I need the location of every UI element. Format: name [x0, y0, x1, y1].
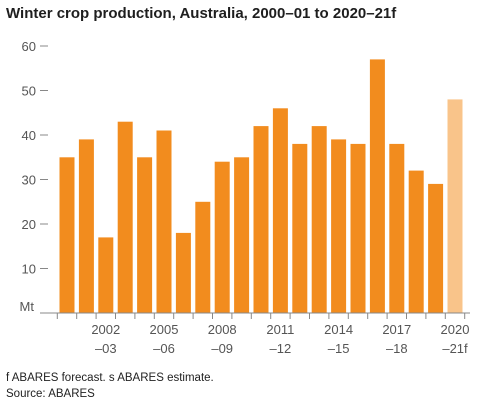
x-tick-label-sub: –12: [270, 341, 292, 356]
bar: [350, 143, 366, 313]
y-tick-label: 20: [22, 217, 36, 232]
x-tick-label: 2008: [208, 322, 237, 337]
bar: [292, 143, 308, 313]
bar: [389, 143, 405, 313]
bar: [117, 121, 133, 313]
x-tick-label: 2014: [324, 322, 353, 337]
bar: [272, 108, 288, 313]
y-tick-label: 50: [22, 84, 36, 99]
unit-label: Mt: [20, 299, 35, 314]
y-tick-label: 60: [22, 39, 36, 54]
bar: [331, 139, 347, 313]
x-tick-label-sub: –21f: [442, 341, 468, 356]
bar: [175, 232, 191, 313]
x-tick-label-sub: –03: [95, 341, 117, 356]
x-tick-label-sub: –06: [153, 341, 175, 356]
bar-forecast: [447, 99, 463, 314]
y-tick-label: 30: [22, 173, 36, 188]
bar: [369, 59, 385, 314]
x-axis: 2002 –03 2005 –06 2008 –09 2011 –12 2014 –15 2017 –…: [40, 312, 470, 356]
source-note: Source: ABARES: [6, 388, 95, 400]
bar: [195, 201, 211, 314]
bar: [408, 170, 424, 313]
bar: [234, 157, 250, 314]
bar: [253, 126, 269, 313]
bar: [137, 157, 153, 314]
footnote: f ABARES forecast. s ABARES estimate.: [6, 372, 214, 384]
x-tick-label: 2002: [91, 322, 120, 337]
x-tick-label: 2005: [150, 322, 179, 337]
bar: [311, 126, 327, 313]
y-tick-label: 40: [22, 128, 36, 143]
bar: [59, 157, 75, 314]
bar: [214, 161, 230, 313]
bars: [59, 59, 463, 314]
bar: [156, 130, 172, 313]
bar: [428, 183, 444, 313]
x-tick-label: 2011: [266, 322, 294, 337]
x-tick-label-sub: –18: [386, 341, 408, 356]
x-tick-label: 2017: [382, 322, 411, 337]
y-tick-label: 10: [22, 262, 36, 277]
x-tick-label: 2020: [441, 322, 470, 337]
x-tick-label-sub: –15: [328, 341, 350, 356]
y-axis: 10 20 30 40 50 60 Mt: [20, 39, 48, 314]
x-tick-label-sub: –09: [211, 341, 233, 356]
chart-title: Winter crop production, Australia, 2000–…: [6, 5, 397, 22]
bar: [78, 139, 94, 313]
bar: [98, 237, 114, 313]
